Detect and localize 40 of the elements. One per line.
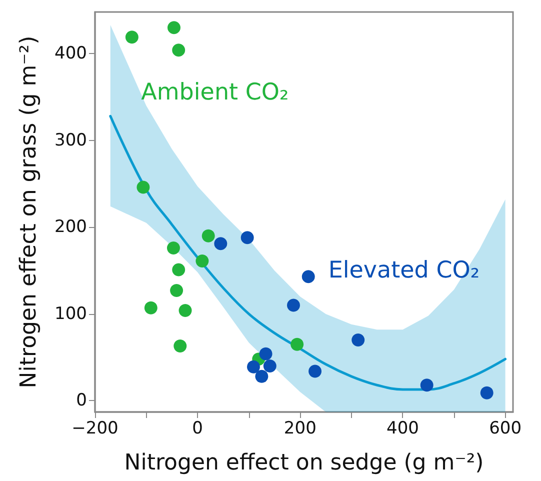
x-tick-label: 200 [284, 418, 316, 438]
x-tick-label: 400 [386, 418, 419, 438]
point [178, 304, 192, 317]
point [255, 370, 268, 383]
point [240, 231, 254, 244]
series-label: Ambient CO₂ [141, 80, 289, 106]
y-tick-label: 0 [76, 390, 87, 411]
point [290, 338, 304, 351]
point [172, 44, 186, 57]
point [480, 386, 494, 400]
y-tick-label: 400 [54, 44, 87, 64]
point [308, 364, 322, 378]
point [172, 263, 186, 276]
y-tick-label: 100 [54, 304, 87, 324]
point [144, 301, 158, 314]
point [196, 254, 209, 268]
point [174, 340, 187, 353]
y-tick-label: 200 [54, 217, 87, 238]
point [167, 21, 180, 34]
x-tick-label: 600 [489, 418, 522, 438]
x-axis-title: Nitrogen effect on sedge (g m⁻²) [124, 450, 484, 476]
point [166, 242, 180, 255]
point [202, 229, 215, 242]
point [246, 360, 260, 374]
point [214, 237, 228, 250]
point [420, 378, 434, 392]
line-series [109, 114, 507, 391]
x-tick-label: −200 [72, 418, 118, 438]
point [302, 270, 315, 284]
series-label: Elevated CO₂ [328, 258, 480, 284]
point [125, 30, 138, 44]
y-tick-label: 300 [54, 130, 87, 150]
point [136, 180, 150, 194]
x-tick-label: 0 [192, 418, 203, 438]
point [352, 333, 365, 346]
point [170, 284, 184, 298]
y-axis-title: Nitrogen effect on grass (g m⁻²) [16, 36, 42, 388]
point [287, 298, 300, 312]
point [263, 360, 276, 373]
point [259, 347, 272, 360]
